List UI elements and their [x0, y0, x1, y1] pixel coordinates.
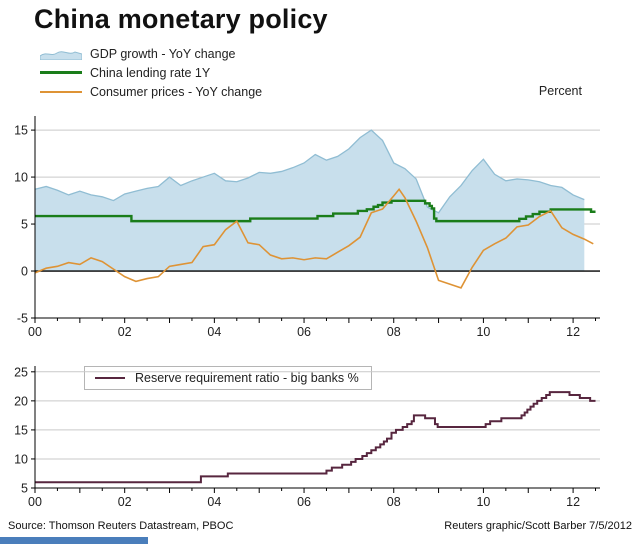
- reuters-accent-bar: [0, 537, 148, 544]
- gdp-area-swatch-icon: [40, 48, 82, 60]
- svg-text:20: 20: [14, 394, 28, 408]
- svg-text:15: 15: [14, 124, 28, 138]
- svg-text:00: 00: [28, 495, 42, 509]
- svg-text:5: 5: [21, 218, 28, 232]
- svg-text:10: 10: [476, 325, 490, 339]
- svg-text:12: 12: [566, 495, 580, 509]
- svg-text:25: 25: [14, 365, 28, 379]
- source-note: Source: Thomson Reuters Datastream, PBOC: [8, 520, 234, 532]
- svg-text:10: 10: [14, 452, 28, 466]
- svg-text:12: 12: [566, 325, 580, 339]
- svg-text:04: 04: [207, 495, 221, 509]
- svg-text:08: 08: [387, 495, 401, 509]
- legend-label-rrr: Reserve requirement ratio - big banks %: [135, 371, 359, 385]
- gdp-cpi-lending-chart: -5 0 5 10 15 00 02 04 06 08 10 12: [14, 116, 600, 339]
- top-chart-legend: GDP growth - YoY change China lending ra…: [40, 44, 262, 101]
- svg-text:04: 04: [207, 325, 221, 339]
- svg-text:0: 0: [21, 265, 28, 279]
- rrr-chart-legend: Reserve requirement ratio - big banks %: [84, 366, 372, 390]
- svg-text:02: 02: [118, 325, 132, 339]
- cpi-line-swatch-icon: [40, 90, 82, 93]
- svg-text:5: 5: [21, 482, 28, 496]
- rrr-line-swatch-icon: [95, 377, 125, 379]
- svg-text:10: 10: [476, 495, 490, 509]
- page-title: China monetary policy: [34, 4, 328, 34]
- svg-text:00: 00: [28, 325, 42, 339]
- svg-text:-5: -5: [17, 312, 28, 326]
- svg-text:08: 08: [387, 325, 401, 339]
- legend-label-lending-rate: China lending rate 1Y: [90, 65, 211, 80]
- credit-note: Reuters graphic/Scott Barber 7/5/2012: [444, 520, 632, 532]
- reserve-requirement-chart: 5 10 15 20 25 00 02 04 06 08 10 12: [14, 365, 600, 509]
- svg-text:15: 15: [14, 423, 28, 437]
- footer: Source: Thomson Reuters Datastream, PBOC…: [8, 520, 632, 532]
- y-axis-unit-label: Percent: [538, 84, 582, 98]
- svg-text:06: 06: [297, 495, 311, 509]
- svg-text:10: 10: [14, 171, 28, 185]
- legend-item-lending-rate: China lending rate 1Y: [40, 63, 262, 82]
- svg-text:06: 06: [297, 325, 311, 339]
- legend-label-gdp: GDP growth - YoY change: [90, 46, 236, 61]
- legend-item-gdp: GDP growth - YoY change: [40, 44, 262, 63]
- legend-label-cpi: Consumer prices - YoY change: [90, 84, 263, 99]
- svg-text:02: 02: [118, 495, 132, 509]
- legend-item-cpi: Consumer prices - YoY change: [40, 82, 262, 101]
- lending-rate-line-swatch-icon: [40, 71, 82, 74]
